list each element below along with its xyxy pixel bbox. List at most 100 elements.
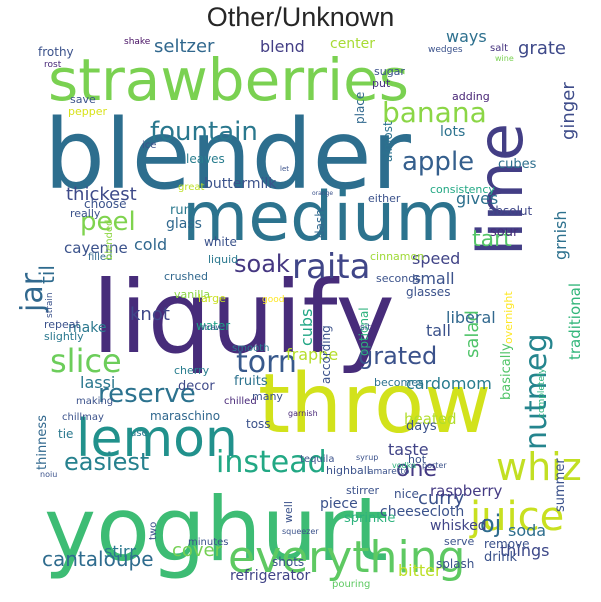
cloud-word-squeezer: squeezer xyxy=(282,527,319,536)
cloud-word-thickest: thickest xyxy=(66,184,137,205)
cloud-word-lots: lots xyxy=(440,124,465,140)
cloud-word-white: white xyxy=(204,235,237,249)
cloud-word-peel: peel xyxy=(80,207,136,237)
cloud-word-ways: ways xyxy=(446,27,487,46)
cloud-word-run: run xyxy=(170,203,192,218)
cloud-word-great: great xyxy=(178,182,205,193)
cloud-word-drink: drink xyxy=(484,550,517,565)
cloud-word-glasses: glasses xyxy=(406,285,450,299)
cloud-word-refrigerator: refrigerator xyxy=(230,568,311,584)
cloud-word-reserve: reserve xyxy=(98,379,196,409)
cloud-word-noiu: noiu xyxy=(40,470,57,479)
page-title: Other/Unknown xyxy=(206,2,395,32)
cloud-word-salad: salad xyxy=(462,310,483,358)
cloud-word-sit: sit xyxy=(360,323,371,333)
cloud-word-absolut: absolut xyxy=(488,204,533,218)
cloud-word-chilled: chilled xyxy=(224,396,257,407)
cloud-word-ginger: ginger xyxy=(558,82,579,140)
cloud-word-juice: juice xyxy=(469,494,564,540)
cloud-word-everything: everything xyxy=(228,532,466,583)
cloud-word-oj: oj xyxy=(480,510,501,538)
cloud-word-toss: toss xyxy=(246,417,271,431)
cloud-word-choose: choose xyxy=(84,197,127,211)
cloud-word-gives: gives xyxy=(456,189,498,208)
cloud-word-stirr: stirr xyxy=(104,542,136,561)
cloud-word-tall: tall xyxy=(426,321,451,340)
cloud-word-serve: serve xyxy=(444,535,475,548)
cloud-word-frappe: frappe xyxy=(286,345,338,364)
cloud-word-crushed: crushed xyxy=(164,270,208,283)
cloud-word-highball: highball xyxy=(326,464,370,477)
cloud-word-overnight: overnight xyxy=(502,291,515,344)
cloud-word-nutmeg: nutmeg xyxy=(519,333,554,450)
cloud-word-hot: hot xyxy=(408,453,427,466)
cloud-word-slice: slice xyxy=(50,342,122,380)
cloud-word-strawberries: strawberries xyxy=(48,46,409,114)
cloud-word-well: well xyxy=(282,501,295,523)
cloud-word-blend: blend xyxy=(260,37,305,56)
cloud-word-til: til xyxy=(35,265,59,284)
cloud-word-shake: shake xyxy=(124,37,151,47)
cloud-word-small: small xyxy=(412,269,455,288)
cloud-word-sour: sour xyxy=(490,225,519,240)
cloud-word-salt: salt xyxy=(490,43,508,54)
cloud-word-almost: almost xyxy=(381,121,395,162)
cloud-word-nice: nice xyxy=(394,487,419,501)
cloud-word-seltzer: seltzer xyxy=(154,36,215,57)
cloud-word-liberal: liberal xyxy=(446,308,496,327)
cloud-word-fruits: fruits xyxy=(234,374,268,389)
cloud-word-syrup: syrup xyxy=(356,453,378,462)
cloud-word-cubs: cubs xyxy=(297,309,316,346)
cloud-word-fountain: fountain xyxy=(150,117,258,147)
cloud-word-things: things xyxy=(500,541,550,560)
cloud-word-wine: wine xyxy=(495,54,514,63)
cloud-word-cinnamon: cinnamon xyxy=(370,250,424,263)
cloud-word-liquid: liquid xyxy=(208,253,238,266)
cloud-word-consistency: consistency xyxy=(430,183,495,196)
cloud-word-cheesecloth: cheesecloth xyxy=(380,504,464,520)
cloud-word-sugar: sugar xyxy=(374,65,405,78)
cloud-word-cayenne: cayenne xyxy=(64,239,128,257)
cloud-word-really: really xyxy=(70,207,101,220)
cloud-word-slightly: slightly xyxy=(44,330,84,343)
cloud-word-pepper: pepper xyxy=(68,105,107,118)
cloud-word-rost: rost xyxy=(44,60,62,70)
cloud-word-yoghurt: yoghurt xyxy=(44,478,388,581)
cloud-word-decor: decor xyxy=(178,379,215,394)
cloud-word-chillmay: chillmay xyxy=(62,412,104,423)
cloud-word-many: many xyxy=(252,390,283,403)
cloud-word-ice: ice xyxy=(142,140,156,151)
cloud-word-raita: raita xyxy=(292,247,370,287)
cloud-word-good: good xyxy=(262,295,284,305)
cloud-word-frothy: frothy xyxy=(38,45,74,59)
cloud-word-dash: dash xyxy=(313,209,327,238)
cloud-word-minutes: minutes xyxy=(188,537,228,548)
cloud-word-liquify: liquify xyxy=(92,259,395,376)
cloud-word-basically: basically xyxy=(499,343,514,400)
cloud-word-tie: tie xyxy=(58,427,73,441)
cloud-word-cherry: cherry xyxy=(174,364,210,377)
cloud-word-two: two xyxy=(148,522,159,540)
cloud-word-repeat: repeat xyxy=(44,318,81,331)
cloud-word-summer: summer xyxy=(553,458,568,512)
cloud-word-lime: lime xyxy=(464,123,537,256)
cloud-word-tequila: tequila xyxy=(300,454,334,465)
cloud-word-garnish: garnish xyxy=(288,409,318,418)
cloud-word-soak: soak xyxy=(234,250,290,278)
cloud-word-make: make xyxy=(68,320,106,336)
cloud-word-grate: grate xyxy=(518,38,566,59)
cloud-word-cantaloupe: cantaloupe xyxy=(42,547,154,571)
cloud-word-cardomom: cardomom xyxy=(406,374,492,393)
cloud-word-remove: remove xyxy=(484,537,530,551)
cloud-word-save: save xyxy=(70,93,96,106)
cloud-word-instead: instead xyxy=(216,445,327,480)
cloud-word-lassi: lassi xyxy=(80,373,115,392)
cloud-word-traditional: traditional xyxy=(566,283,584,360)
cloud-word-buttermilk: buttermilk xyxy=(204,176,277,192)
cloud-word-thinness: thinness xyxy=(35,415,50,470)
cloud-word-place: place xyxy=(353,92,367,124)
cloud-word-strain: strain xyxy=(45,292,55,318)
cloud-word-let: let xyxy=(280,165,289,173)
cloud-word-use: use xyxy=(130,428,148,439)
cloud-word-days: days xyxy=(406,419,437,434)
